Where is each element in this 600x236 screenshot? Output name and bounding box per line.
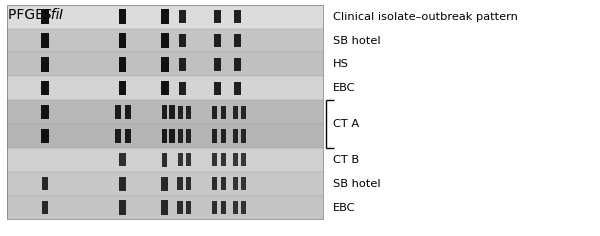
- Bar: [161, 105, 167, 119]
- Bar: [233, 201, 238, 214]
- Bar: [161, 33, 169, 48]
- Bar: [41, 33, 49, 48]
- Bar: [119, 33, 126, 48]
- Bar: [115, 105, 121, 119]
- Bar: [186, 153, 191, 166]
- Bar: [125, 105, 131, 119]
- Bar: [7, 52, 323, 76]
- Bar: [241, 129, 246, 143]
- Bar: [161, 200, 168, 215]
- Bar: [178, 105, 182, 119]
- Bar: [41, 105, 49, 119]
- Bar: [169, 129, 175, 143]
- Bar: [41, 81, 49, 95]
- Bar: [125, 129, 131, 143]
- Bar: [186, 129, 191, 143]
- Bar: [178, 153, 182, 166]
- Bar: [221, 177, 226, 190]
- Bar: [214, 82, 221, 95]
- Bar: [7, 148, 323, 172]
- Text: EBC: EBC: [333, 83, 356, 93]
- Bar: [7, 29, 323, 52]
- Text: Sfi: Sfi: [43, 8, 61, 22]
- Text: HS: HS: [333, 59, 349, 69]
- Text: CT A: CT A: [333, 119, 359, 129]
- Bar: [169, 105, 175, 119]
- Bar: [233, 129, 238, 143]
- Bar: [119, 57, 126, 72]
- Text: SB hotel: SB hotel: [333, 179, 380, 189]
- Bar: [241, 105, 246, 119]
- Bar: [179, 58, 185, 71]
- Bar: [212, 105, 217, 119]
- Bar: [185, 177, 191, 190]
- Bar: [212, 177, 217, 190]
- Bar: [7, 172, 323, 196]
- Bar: [179, 82, 185, 95]
- Bar: [221, 153, 226, 166]
- Bar: [119, 153, 126, 166]
- Bar: [119, 81, 126, 95]
- Bar: [41, 9, 49, 24]
- Bar: [233, 105, 238, 119]
- Bar: [212, 153, 217, 166]
- Bar: [179, 10, 185, 23]
- Bar: [234, 58, 241, 71]
- Text: PFGE: PFGE: [8, 8, 48, 22]
- Text: CT B: CT B: [333, 155, 359, 165]
- Bar: [42, 201, 48, 214]
- Bar: [212, 129, 217, 143]
- Bar: [241, 177, 246, 190]
- Bar: [233, 177, 238, 190]
- Text: I: I: [59, 8, 63, 22]
- Bar: [7, 5, 323, 219]
- Bar: [41, 129, 49, 143]
- Text: SB hotel: SB hotel: [333, 35, 380, 46]
- Bar: [42, 177, 48, 190]
- Bar: [233, 153, 238, 166]
- Bar: [161, 129, 167, 143]
- Bar: [221, 129, 226, 143]
- Bar: [161, 177, 168, 191]
- Bar: [119, 9, 126, 24]
- Bar: [221, 105, 226, 119]
- Bar: [178, 201, 183, 214]
- Bar: [234, 10, 241, 23]
- Bar: [185, 201, 191, 214]
- Bar: [119, 177, 126, 191]
- Text: EBC: EBC: [333, 202, 356, 213]
- Bar: [7, 196, 323, 219]
- Bar: [234, 82, 241, 95]
- Bar: [179, 34, 185, 47]
- Bar: [212, 201, 217, 214]
- Bar: [41, 57, 49, 72]
- Bar: [241, 153, 246, 166]
- Bar: [7, 76, 323, 100]
- Bar: [178, 177, 183, 190]
- Bar: [161, 57, 169, 72]
- Bar: [186, 105, 191, 119]
- Bar: [221, 201, 226, 214]
- Bar: [7, 124, 323, 148]
- Bar: [178, 129, 182, 143]
- Text: Clinical isolate–outbreak pattern: Clinical isolate–outbreak pattern: [333, 12, 518, 22]
- Bar: [7, 100, 323, 124]
- Bar: [214, 58, 221, 71]
- Bar: [214, 34, 221, 47]
- Bar: [161, 153, 167, 167]
- Bar: [234, 34, 241, 47]
- Bar: [161, 81, 169, 95]
- Bar: [241, 201, 246, 214]
- Bar: [214, 10, 221, 23]
- Bar: [7, 5, 323, 29]
- Bar: [115, 129, 121, 143]
- Bar: [119, 200, 126, 215]
- Bar: [161, 9, 169, 24]
